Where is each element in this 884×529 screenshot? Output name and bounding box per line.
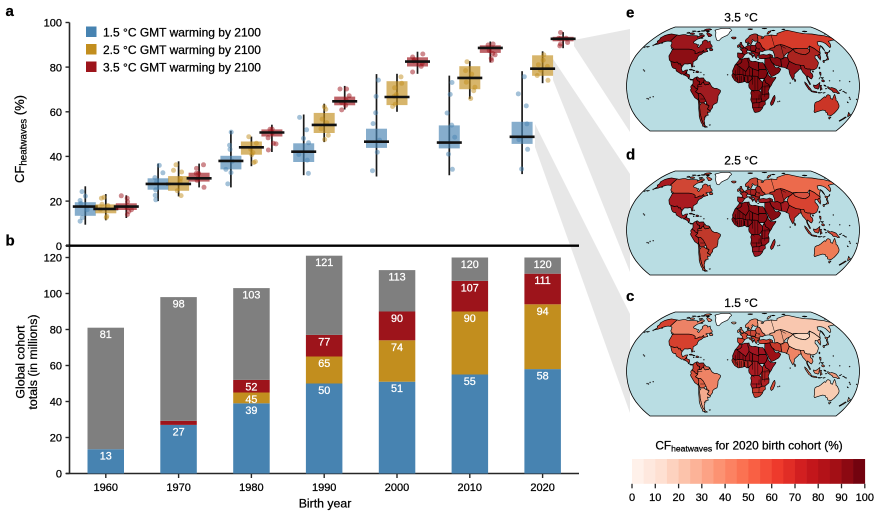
svg-text:1980: 1980 — [239, 482, 263, 494]
svg-text:27: 27 — [173, 426, 185, 438]
svg-text:1960: 1960 — [94, 482, 118, 494]
svg-text:107: 107 — [461, 282, 479, 294]
svg-text:e: e — [626, 5, 634, 22]
svg-text:20: 20 — [672, 492, 684, 504]
svg-text:2.5 °C GMT warming by 2100: 2.5 °C GMT warming by 2100 — [103, 43, 261, 57]
svg-text:58: 58 — [537, 371, 549, 383]
svg-text:55: 55 — [464, 376, 476, 388]
svg-text:111: 111 — [534, 275, 550, 287]
svg-text:totals (in millions): totals (in millions) — [26, 315, 40, 410]
svg-text:113: 113 — [388, 272, 405, 284]
svg-text:3.5 °C: 3.5 °C — [724, 11, 758, 25]
svg-text:90: 90 — [464, 313, 476, 325]
svg-text:20: 20 — [50, 196, 62, 208]
svg-text:13: 13 — [100, 451, 112, 463]
svg-text:52: 52 — [245, 381, 257, 393]
svg-text:1970: 1970 — [166, 482, 190, 494]
svg-text:65: 65 — [318, 358, 330, 370]
svg-text:0: 0 — [56, 241, 62, 253]
svg-text:90: 90 — [391, 313, 403, 325]
svg-text:2000: 2000 — [385, 482, 409, 494]
svg-text:121: 121 — [315, 257, 333, 269]
svg-text:100: 100 — [44, 289, 62, 301]
svg-text:c: c — [626, 288, 634, 305]
svg-text:40: 40 — [719, 492, 731, 504]
svg-text:39: 39 — [245, 405, 257, 417]
svg-text:Global cohort: Global cohort — [14, 325, 28, 399]
svg-text:50: 50 — [742, 492, 754, 504]
svg-text:1990: 1990 — [312, 482, 336, 494]
svg-text:b: b — [6, 232, 15, 249]
svg-text:60: 60 — [50, 361, 62, 373]
svg-text:77: 77 — [318, 336, 330, 348]
svg-text:70: 70 — [789, 492, 801, 504]
svg-text:90: 90 — [835, 492, 847, 504]
svg-text:10: 10 — [649, 492, 661, 504]
svg-text:2020: 2020 — [530, 482, 554, 494]
svg-text:50: 50 — [318, 385, 330, 397]
svg-text:3.5 °C GMT warming by 2100: 3.5 °C GMT warming by 2100 — [103, 60, 261, 74]
svg-text:81: 81 — [100, 329, 112, 341]
svg-text:120: 120 — [461, 259, 479, 271]
svg-text:80: 80 — [812, 492, 824, 504]
svg-text:40: 40 — [50, 397, 62, 409]
svg-text:a: a — [6, 3, 15, 20]
svg-text:Birth year: Birth year — [299, 497, 352, 511]
svg-text:1.5 °C GMT warming by 2100: 1.5 °C GMT warming by 2100 — [103, 25, 261, 39]
svg-text:98: 98 — [173, 299, 185, 311]
svg-text:45: 45 — [245, 394, 257, 406]
svg-text:2.5 °C: 2.5 °C — [724, 153, 758, 167]
svg-text:80: 80 — [50, 325, 62, 337]
svg-text:120: 120 — [534, 259, 552, 271]
svg-text:51: 51 — [391, 383, 403, 395]
svg-text:103: 103 — [242, 290, 260, 302]
svg-text:100: 100 — [856, 492, 874, 504]
svg-text:0: 0 — [56, 469, 62, 481]
svg-text:1.5 °C: 1.5 °C — [724, 296, 758, 310]
svg-text:0: 0 — [629, 492, 635, 504]
svg-text:80: 80 — [50, 62, 62, 74]
svg-text:40: 40 — [50, 152, 62, 164]
svg-text:20: 20 — [50, 433, 62, 445]
svg-text:60: 60 — [766, 492, 778, 504]
svg-text:2010: 2010 — [458, 482, 482, 494]
svg-text:30: 30 — [696, 492, 708, 504]
svg-text:60: 60 — [50, 107, 62, 119]
svg-text:120: 120 — [44, 253, 62, 265]
svg-text:74: 74 — [391, 342, 403, 354]
svg-text:100: 100 — [44, 18, 62, 30]
svg-text:d: d — [626, 146, 635, 163]
svg-text:94: 94 — [537, 306, 549, 318]
